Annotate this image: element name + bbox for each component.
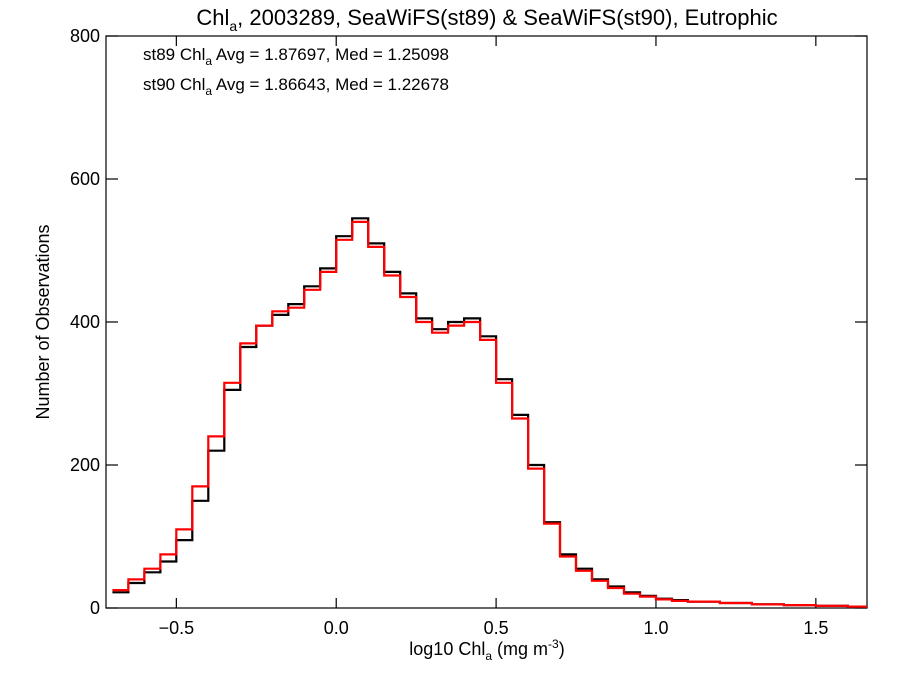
series-layer xyxy=(112,217,867,608)
y-axis: 0 200 400 600 800 xyxy=(70,26,867,618)
series-line-st90 xyxy=(112,220,867,608)
y-tick-label: 400 xyxy=(70,312,100,332)
x-tick-label: 1.0 xyxy=(643,618,668,638)
x-axis: −0.5 0.0 0.5 1.0 1.5 xyxy=(159,36,828,638)
x-tick-label: 0.5 xyxy=(484,618,509,638)
x-tick-label: 1.5 xyxy=(803,618,828,638)
y-tick-label: 200 xyxy=(70,455,100,475)
plot-frame xyxy=(105,35,868,609)
y-axis-label: Number of Observations xyxy=(33,224,53,419)
chart-title: Chla, 2003289, SeaWiFS(st89) & SeaWiFS(s… xyxy=(196,5,777,34)
y-tick-label: 800 xyxy=(70,26,100,46)
x-tick-label: 0.0 xyxy=(324,618,349,638)
series-line-st89 xyxy=(112,217,867,608)
y-tick-label: 600 xyxy=(70,169,100,189)
annotation-st90: st90 Chla Avg = 1.86643, Med = 1.22678 xyxy=(143,75,449,98)
x-tick-label: −0.5 xyxy=(159,618,195,638)
x-axis-label: log10 Chla (mg m-3) xyxy=(409,637,564,663)
annotation-st89: st89 Chla Avg = 1.87697, Med = 1.25098 xyxy=(143,45,449,68)
y-tick-label: 0 xyxy=(90,598,100,618)
